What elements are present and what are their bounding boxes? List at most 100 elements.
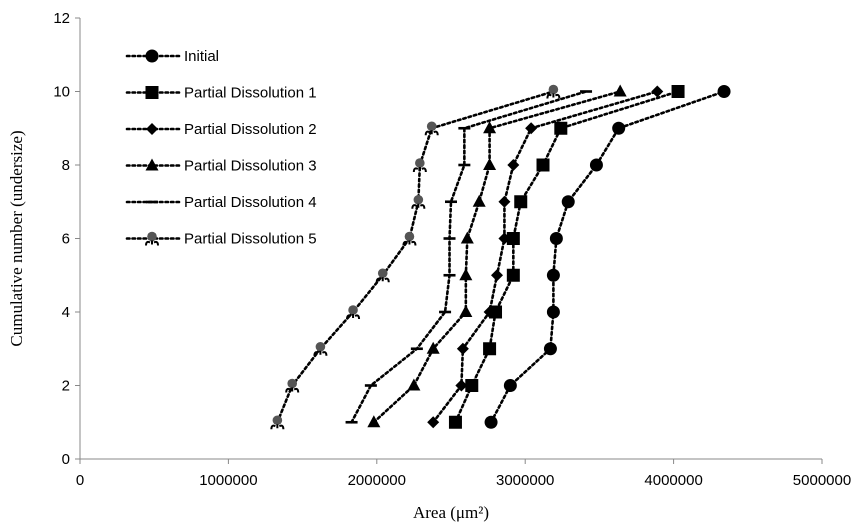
y-tick-label: 0 bbox=[62, 451, 70, 468]
data-point bbox=[459, 268, 473, 281]
data-point bbox=[411, 194, 426, 209]
pin-head bbox=[287, 378, 298, 389]
data-point bbox=[364, 384, 377, 387]
y-axis-title: Cumulative number (undersize) bbox=[7, 130, 26, 346]
legend: Initial Partial Dissolution 1 Partial Diss… bbox=[125, 48, 317, 248]
legend-item: Partial Dissolution 2 bbox=[125, 121, 317, 138]
data-point bbox=[459, 305, 473, 317]
data-point bbox=[543, 342, 557, 356]
series-3 bbox=[427, 85, 664, 429]
series-line bbox=[372, 90, 622, 424]
series-6 bbox=[270, 84, 561, 430]
legend-label: Partial Dissolution 1 bbox=[184, 85, 317, 102]
series-layer bbox=[270, 84, 731, 430]
pin-stem bbox=[285, 387, 300, 393]
data-point bbox=[455, 379, 468, 392]
pin-head bbox=[404, 231, 415, 242]
data-point bbox=[491, 269, 504, 282]
pin-stem bbox=[424, 130, 439, 136]
data-point bbox=[285, 378, 300, 393]
data-point bbox=[506, 268, 520, 282]
data-point bbox=[546, 84, 561, 99]
series-line bbox=[350, 90, 588, 424]
legend-label: Partial Dissolution 5 bbox=[184, 231, 317, 248]
data-point bbox=[458, 126, 471, 130]
legend-item: Partial Dissolution 3 bbox=[125, 158, 317, 175]
legend-label: Partial Dissolution 2 bbox=[184, 121, 317, 138]
data-point bbox=[345, 420, 358, 424]
data-point bbox=[472, 194, 486, 207]
data-point bbox=[426, 341, 440, 354]
pin-stem bbox=[411, 203, 426, 209]
series-1 bbox=[484, 85, 731, 429]
series-2 bbox=[448, 85, 685, 429]
pin-stem bbox=[145, 240, 159, 246]
legend-item: Initial bbox=[125, 48, 219, 65]
x-tick-label: 2000000 bbox=[348, 472, 406, 489]
pin-stem bbox=[412, 167, 427, 173]
data-point bbox=[503, 379, 517, 392]
data-point bbox=[554, 121, 568, 135]
data-point bbox=[346, 305, 361, 320]
x-tick-label: 0 bbox=[76, 472, 84, 489]
data-point bbox=[525, 122, 538, 135]
data-point bbox=[445, 200, 457, 204]
data-point bbox=[443, 273, 456, 277]
pin-head bbox=[377, 268, 388, 279]
data-point bbox=[507, 159, 520, 171]
y-tick-label: 4 bbox=[62, 304, 70, 321]
axes: 0 2 4 6 8 10 12 0 1000000 2000000 3000000 4000000 50… bbox=[53, 10, 851, 489]
series-line bbox=[276, 90, 555, 424]
data-point bbox=[367, 415, 381, 428]
data-point bbox=[483, 158, 497, 170]
x-tick-label: 3000000 bbox=[496, 472, 554, 489]
data-point bbox=[424, 121, 439, 136]
data-point bbox=[514, 195, 528, 209]
legend-marker bbox=[146, 123, 158, 135]
x-axis-title: Area (μm²) bbox=[413, 503, 489, 522]
data-point bbox=[270, 415, 285, 430]
data-point bbox=[589, 158, 603, 172]
data-point bbox=[460, 231, 474, 244]
y-tick-label: 6 bbox=[62, 231, 70, 248]
pin-stem bbox=[270, 424, 285, 430]
legend-item: Partial Dissolution 1 bbox=[125, 85, 317, 102]
data-point bbox=[612, 121, 626, 135]
y-tick-label: 10 bbox=[53, 84, 70, 101]
data-point bbox=[483, 342, 497, 356]
data-point bbox=[427, 416, 440, 429]
y-tick-label: 12 bbox=[53, 10, 70, 27]
data-point bbox=[671, 85, 685, 98]
data-point bbox=[402, 231, 417, 246]
x-tick-label: 1000000 bbox=[199, 472, 257, 489]
legend-marker bbox=[145, 231, 159, 246]
pin-stem bbox=[346, 314, 361, 320]
legend-marker bbox=[146, 200, 158, 204]
y-tick-label: 2 bbox=[62, 378, 70, 395]
y-tick-label: 8 bbox=[62, 157, 70, 174]
pin-head bbox=[147, 231, 157, 242]
data-point bbox=[484, 415, 498, 429]
legend-label: Partial Dissolution 4 bbox=[184, 194, 317, 211]
pin-stem bbox=[375, 277, 390, 283]
series-4 bbox=[367, 84, 627, 428]
pin-head bbox=[426, 121, 437, 132]
data-point bbox=[506, 232, 520, 245]
pin-head bbox=[315, 341, 326, 352]
series-line bbox=[489, 90, 726, 424]
legend-marker bbox=[145, 86, 159, 99]
data-point bbox=[717, 85, 731, 98]
data-point bbox=[407, 378, 421, 391]
data-point bbox=[549, 232, 563, 245]
data-point bbox=[498, 232, 511, 245]
pin-head bbox=[413, 194, 424, 205]
series-5 bbox=[345, 90, 593, 424]
data-point bbox=[483, 306, 496, 318]
data-point bbox=[546, 305, 560, 319]
pin-head bbox=[548, 84, 559, 95]
pin-head bbox=[348, 305, 358, 315]
series-line bbox=[431, 90, 659, 424]
x-tick-label: 4000000 bbox=[644, 472, 702, 489]
data-point bbox=[439, 310, 452, 314]
